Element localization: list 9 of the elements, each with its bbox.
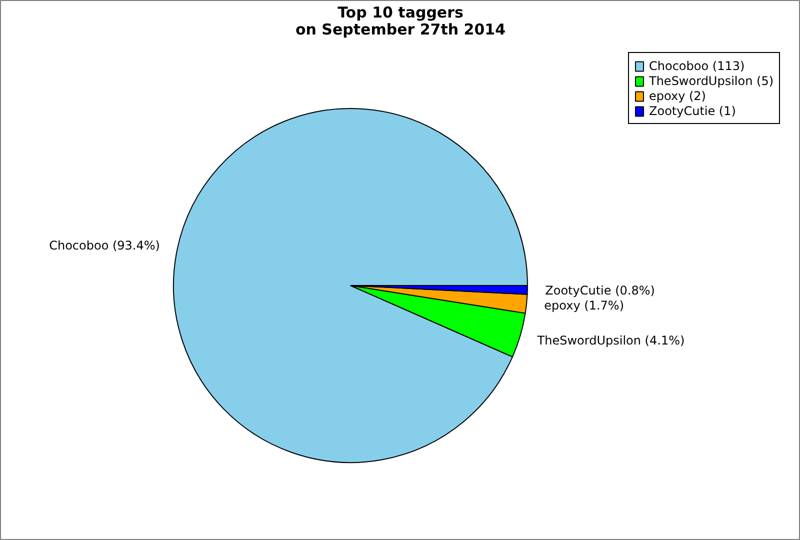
data-label: TheSwordUpsilon (4.1%) [536, 333, 685, 348]
legend-label: TheSwordUpsilon (5) [649, 73, 774, 88]
legend-label: Chocoboo (113) [649, 58, 745, 73]
data-label: Chocoboo (93.4%) [49, 238, 160, 252]
data-label: ZootyCutie (0.8%) [545, 283, 655, 298]
legend-label: epoxy (2) [649, 88, 706, 103]
chart-title: Top 10 taggers on September 27th 2014 [295, 4, 506, 38]
data-label: epoxy (1.7%) [544, 298, 624, 313]
legend-label: ZootyCutie (1) [649, 103, 736, 118]
